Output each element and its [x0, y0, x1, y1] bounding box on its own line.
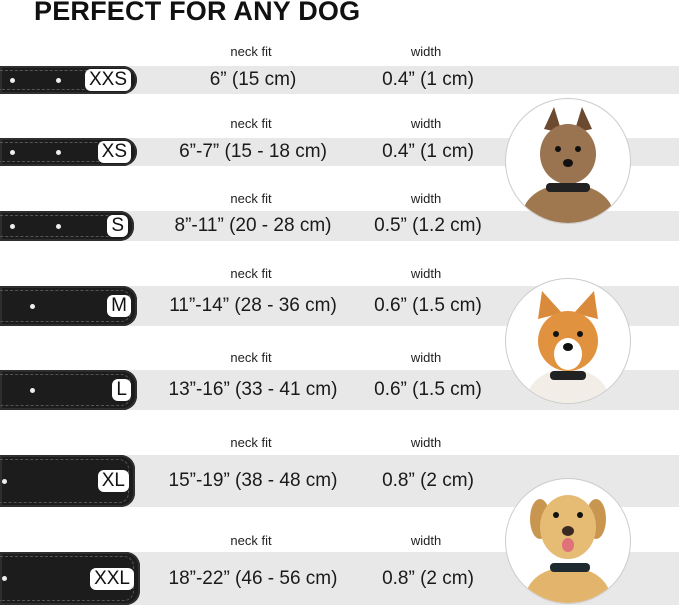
neck-fit-value: 8”-11” (20 - 28 cm)	[174, 215, 332, 236]
size-tag: L	[112, 379, 131, 401]
width-label: width	[410, 191, 442, 206]
width-label: width	[410, 350, 442, 365]
neck-fit-label: neck fit	[230, 266, 272, 281]
size-tag: XS	[97, 141, 131, 163]
size-tag: S	[107, 215, 128, 237]
neck-fit-label: neck fit	[230, 116, 272, 131]
labrador-image	[505, 478, 631, 604]
collar-graphic: L	[0, 370, 137, 410]
width-value: 0.5” (1.2 cm)	[374, 215, 482, 236]
width-value: 0.4” (1 cm)	[382, 69, 474, 90]
collar-hole	[30, 387, 35, 393]
width-value: 0.6” (1.5 cm)	[374, 295, 482, 316]
terrier-image	[505, 98, 631, 224]
corgi-image	[505, 278, 631, 404]
width-label: width	[410, 533, 442, 548]
neck-fit-value: 6” (15 cm)	[209, 69, 297, 90]
neck-fit-label: neck fit	[230, 44, 272, 59]
size-tag: XL	[97, 470, 129, 492]
width-label: width	[410, 116, 442, 131]
width-label: width	[410, 435, 442, 450]
width-value: 0.6” (1.5 cm)	[374, 379, 482, 400]
width-value: 0.8” (2 cm)	[382, 470, 474, 491]
neck-fit-value: 18”-22” (46 - 56 cm)	[168, 567, 338, 589]
collar-graphic: XS	[0, 138, 137, 166]
width-label: width	[410, 44, 442, 59]
collar-graphic: S	[0, 211, 134, 241]
collar-hole	[10, 77, 15, 83]
size-band: XXS 6” (15 cm) 0.4” (1 cm)	[0, 66, 679, 94]
collar-graphic: M	[0, 286, 137, 326]
collar-graphic: XXL	[0, 552, 140, 605]
collar-hole	[56, 223, 61, 229]
neck-fit-value: 11”-14” (28 - 36 cm)	[169, 295, 337, 316]
neck-fit-label: neck fit	[230, 350, 272, 365]
neck-fit-value: 6”-7” (15 - 18 cm)	[179, 141, 327, 162]
collar-hole	[10, 223, 15, 229]
neck-fit-value: 15”-19” (38 - 48 cm)	[168, 470, 338, 491]
neck-fit-value: 13”-16” (33 - 41 cm)	[168, 379, 338, 400]
collar-graphic: XL	[0, 455, 135, 507]
width-value: 0.4” (1 cm)	[382, 141, 474, 162]
collar-graphic: XXS	[0, 66, 137, 94]
size-tag: M	[107, 295, 131, 317]
collar-hole	[2, 478, 7, 484]
collar-hole	[2, 576, 7, 581]
collar-hole	[56, 77, 61, 83]
collar-hole	[30, 303, 35, 309]
neck-fit-label: neck fit	[230, 533, 272, 548]
size-tag: XXL	[90, 567, 134, 590]
collar-hole	[56, 149, 61, 155]
width-value: 0.8” (2 cm)	[382, 567, 474, 589]
neck-fit-label: neck fit	[230, 435, 272, 450]
page-title: PERFECT FOR ANY DOG	[34, 0, 361, 26]
collar-hole	[10, 149, 15, 155]
width-label: width	[410, 266, 442, 281]
neck-fit-label: neck fit	[230, 191, 272, 206]
size-tag: XXS	[84, 69, 131, 91]
